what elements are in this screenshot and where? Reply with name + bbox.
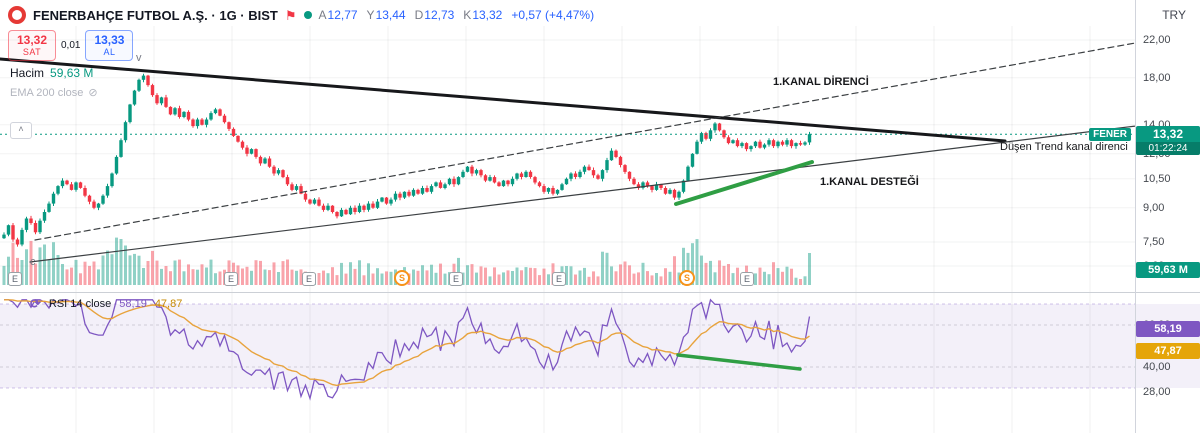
annotation-label[interactable]: Düşen Trend kanal direnci xyxy=(1000,141,1128,153)
close-value: 13,32 xyxy=(472,8,503,22)
event-marker-s[interactable]: S xyxy=(394,270,410,286)
sell-label: SAT xyxy=(22,47,42,57)
event-marker-e[interactable]: E xyxy=(449,272,463,286)
event-marker-s[interactable]: S xyxy=(679,270,695,286)
rsi-title: RSI 14 close xyxy=(48,297,112,310)
high-label: Y xyxy=(366,8,375,22)
pane-separator[interactable] xyxy=(0,292,1200,293)
ticker-tag: FENER xyxy=(1089,128,1131,141)
low-label: D xyxy=(414,8,424,22)
volume-badge: 59,63 M xyxy=(1136,262,1200,278)
currency-label[interactable]: TRY xyxy=(1162,8,1186,22)
rsi-ma-value: 47,87 xyxy=(154,297,183,310)
sell-price: 13,32 xyxy=(16,33,48,47)
symbol-header[interactable]: FENERBAHÇE FUTBOL A.Ş. · 1G · BIST ⚑ A 12… xyxy=(8,5,594,25)
trade-panel: 13,32 SAT 0,01 13,33 AL xyxy=(8,30,134,61)
buy-price: 13,33 xyxy=(94,33,125,47)
ema-label: EMA 200 close xyxy=(10,86,84,99)
rsi-ma-badge: 47,87 xyxy=(1136,343,1200,359)
chart-overlay: 1.KANAL DİRENCİ 1.KANAL DESTEĞİ Düşen Tren… xyxy=(8,52,1128,286)
annotation-label[interactable]: v xyxy=(136,52,142,64)
price-axis[interactable]: 13,32 01:22:24 59,63 M 58,19 47,87 22,00… xyxy=(1135,0,1200,433)
volume-value: 59,63 M xyxy=(50,66,94,80)
rsi-value-badge: 58,19 xyxy=(1136,321,1200,337)
spread-value: 0,01 xyxy=(61,40,81,51)
last-price-value: 13,32 xyxy=(1152,127,1184,141)
open-value: 12,77 xyxy=(327,8,358,22)
price-axis-tick: 10,50 xyxy=(1143,173,1171,185)
eye-off-icon[interactable]: ⊘ xyxy=(88,87,98,99)
price-axis-tick: 22,00 xyxy=(1143,34,1171,46)
buy-label: AL xyxy=(103,47,116,57)
rsi-header[interactable]: ⟳ RSI 14 close 58,19 47,87 xyxy=(30,297,182,310)
price-axis-tick: 18,00 xyxy=(1143,72,1171,84)
annotation-label[interactable]: 1.KANAL DESTEĞİ xyxy=(820,176,919,188)
symbol-logo xyxy=(8,6,26,24)
refresh-icon[interactable]: ⟳ xyxy=(30,296,41,311)
ema-legend[interactable]: EMA 200 close ⊘ xyxy=(10,86,98,100)
change-value: +0,57 (+4,47%) xyxy=(511,8,595,22)
event-marker-e[interactable]: E xyxy=(740,272,754,286)
flag-icon[interactable]: ⚑ xyxy=(284,7,297,23)
rsi-value: 58,19 xyxy=(119,297,147,310)
event-marker-e[interactable]: E xyxy=(8,272,22,286)
event-marker-e[interactable]: E xyxy=(302,272,316,286)
ohlc-values: A 12,77 Y 13,44 D 12,73 K 13,32 +0,57 (+4,47… xyxy=(319,8,595,22)
price-axis-tick: 7,50 xyxy=(1143,236,1165,248)
last-price-badge: 13,32 01:22:24 xyxy=(1136,126,1200,155)
rsi-axis-tick: 28,00 xyxy=(1143,386,1171,398)
sell-button[interactable]: 13,32 SAT xyxy=(8,30,56,61)
chart-canvas[interactable] xyxy=(0,0,1135,433)
countdown-timer: 01:22:24 xyxy=(1136,142,1200,155)
close-label: K xyxy=(463,8,472,22)
symbol-title[interactable]: FENERBAHÇE FUTBOL A.Ş. · 1G · BIST xyxy=(33,7,278,23)
rsi-axis-tick: 40,00 xyxy=(1143,361,1171,373)
high-value: 13,44 xyxy=(375,8,406,22)
buy-button[interactable]: 13,33 AL xyxy=(85,30,134,61)
annotation-label[interactable]: c xyxy=(30,256,36,268)
annotation-label[interactable]: 1.KANAL DİRENCİ xyxy=(773,76,869,88)
open-label: A xyxy=(318,8,327,22)
collapse-button[interactable]: ˄ xyxy=(10,122,32,139)
volume-legend[interactable]: Hacim 59,63 M xyxy=(10,66,93,80)
event-marker-e[interactable]: E xyxy=(224,272,238,286)
price-axis-tick: 9,00 xyxy=(1143,202,1165,214)
low-value: 12,73 xyxy=(424,8,455,22)
event-marker-e[interactable]: E xyxy=(552,272,566,286)
market-status-dot xyxy=(303,11,312,19)
volume-label: Hacim xyxy=(10,66,45,80)
